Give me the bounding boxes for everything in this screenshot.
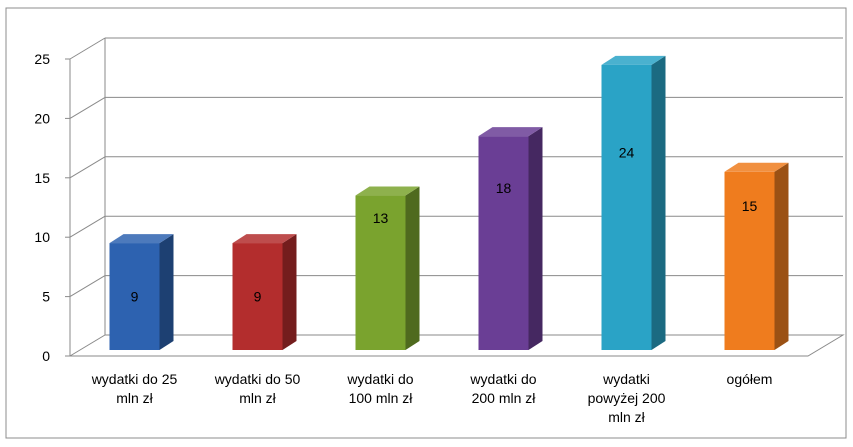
gridline bbox=[69, 37, 843, 60]
data-label: 18 bbox=[496, 180, 512, 196]
bar-front bbox=[478, 136, 529, 350]
bar-top bbox=[478, 127, 543, 137]
data-label: 24 bbox=[619, 144, 635, 160]
x-tick-label: wydatki do 100 mln zł bbox=[346, 371, 413, 406]
bar-side bbox=[159, 234, 174, 350]
y-axis bbox=[65, 38, 808, 357]
bar-front bbox=[601, 64, 652, 350]
y-tick-label: 20 bbox=[34, 110, 50, 126]
bar-front bbox=[355, 195, 406, 350]
bar bbox=[109, 234, 174, 350]
y-tick-label: 5 bbox=[42, 289, 50, 305]
bar bbox=[478, 127, 543, 350]
bar bbox=[724, 162, 789, 350]
y-tick-label: 10 bbox=[34, 229, 50, 245]
bars bbox=[109, 55, 789, 350]
gridline bbox=[69, 215, 843, 238]
y-tick-label: 25 bbox=[34, 51, 50, 67]
chart-border bbox=[5, 7, 847, 439]
bar-side bbox=[651, 55, 666, 350]
bar-top bbox=[601, 55, 666, 65]
data-label: 9 bbox=[254, 289, 262, 305]
bar-side bbox=[405, 186, 420, 350]
data-label: 15 bbox=[742, 198, 758, 214]
x-axis-labels: wydatki do 25 mln zł wydatki do 50 mln zł wy… bbox=[91, 371, 773, 425]
data-label: 9 bbox=[131, 289, 139, 305]
data-labels: 9 9 13 18 24 15 bbox=[131, 144, 758, 304]
gridline bbox=[69, 96, 843, 119]
x-tick-label: ogółem bbox=[727, 371, 773, 387]
data-label: 13 bbox=[373, 210, 389, 226]
x-tick-label: wydatki do 25 mln zł bbox=[91, 371, 178, 406]
bar-top bbox=[232, 234, 297, 244]
bar-side bbox=[774, 162, 789, 350]
bar bbox=[355, 186, 420, 350]
bar-top bbox=[355, 186, 420, 196]
y-axis-labels: 0 5 10 15 20 25 bbox=[34, 51, 50, 364]
bar-front bbox=[109, 243, 160, 350]
x-tick-label: wydatki do 200 mln zł bbox=[469, 371, 536, 406]
bar bbox=[601, 55, 666, 350]
bar-side bbox=[282, 234, 297, 350]
x-tick-label: wydatki powyżej 200 mln zł bbox=[588, 371, 666, 425]
y-tick-label: 0 bbox=[42, 348, 50, 364]
x-tick-label: wydatki do 50 mln zł bbox=[214, 371, 301, 406]
bar-front bbox=[724, 171, 775, 350]
bar-side bbox=[528, 127, 543, 350]
bar-top bbox=[724, 162, 789, 172]
bar bbox=[232, 234, 297, 350]
bar-front bbox=[232, 243, 283, 350]
y-tick-label: 15 bbox=[34, 170, 50, 186]
gridline bbox=[69, 275, 843, 298]
bar-top bbox=[109, 234, 174, 244]
gridline bbox=[69, 156, 843, 179]
